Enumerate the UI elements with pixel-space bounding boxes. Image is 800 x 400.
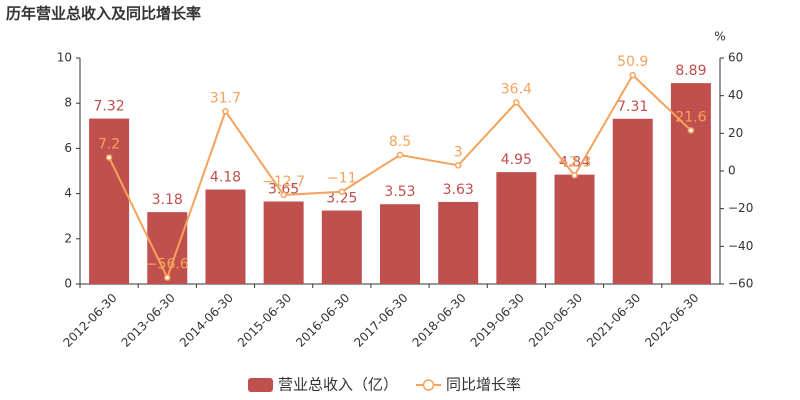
line-point <box>222 108 229 115</box>
x-tick-label: 2016-06-30 <box>293 291 352 350</box>
line-value-label: −2.3 <box>558 154 592 170</box>
line-value-label: 36.4 <box>501 81 532 97</box>
y2-axis-label: % <box>714 30 725 44</box>
x-tick-label: 2017-06-30 <box>351 291 410 350</box>
bar <box>263 201 304 284</box>
y-tick-label: 10 <box>57 51 72 65</box>
line-value-label: −12.7 <box>262 174 305 190</box>
x-tick-label: 2019-06-30 <box>468 291 527 350</box>
y2-tick-label: −20 <box>728 201 753 215</box>
y2-tick-label: −60 <box>728 277 753 291</box>
bar-value-label: 3.25 <box>326 191 357 207</box>
line-point <box>454 162 462 169</box>
line-point <box>571 172 578 179</box>
y-tick-label: 0 <box>64 277 72 291</box>
y2-tick-label: 60 <box>728 51 743 65</box>
line-value-label: 21.6 <box>675 109 706 125</box>
bar-value-label: 4.18 <box>210 170 241 186</box>
bar-value-label: 3.63 <box>443 182 474 198</box>
legend-label: 营业总收入（亿） <box>278 376 398 394</box>
line-point <box>687 127 695 134</box>
bar-value-label: 3.18 <box>152 192 183 208</box>
line-point <box>396 151 404 159</box>
chart-title: 历年营业总收入及同比增长率 <box>6 5 201 23</box>
line-value-label: 7.2 <box>98 136 120 152</box>
line-value-label: 31.7 <box>210 90 241 106</box>
line-point <box>105 154 113 161</box>
bar-value-label: 8.89 <box>675 63 706 79</box>
bar-value-label: 7.31 <box>617 99 648 115</box>
x-tick-label: 2018-06-30 <box>410 291 469 350</box>
bar-value-label: 7.32 <box>94 99 125 115</box>
line-value-label: −11 <box>327 171 357 187</box>
legend-swatch <box>422 379 435 391</box>
legend-label: 同比增长率 <box>446 376 521 394</box>
y2-tick-label: 0 <box>728 164 736 178</box>
bar <box>380 204 420 284</box>
x-tick-label: 2014-06-30 <box>177 291 236 350</box>
bar <box>554 174 595 284</box>
y-tick-label: 2 <box>64 231 72 245</box>
x-tick-label: 2015-06-30 <box>235 291 294 350</box>
x-tick-label: 2013-06-30 <box>119 291 178 350</box>
line-point <box>164 274 171 281</box>
bar <box>496 172 537 284</box>
bar-value-label: 3.53 <box>384 184 415 200</box>
x-tick-label: 2020-06-30 <box>526 291 585 350</box>
bar <box>612 118 653 284</box>
bar <box>321 210 362 284</box>
y2-tick-label: 40 <box>728 88 743 102</box>
line-value-label: 8.5 <box>389 134 411 150</box>
y2-tick-label: 20 <box>728 126 743 140</box>
line-value-label: 50.9 <box>617 54 648 70</box>
bar <box>89 118 130 285</box>
bar <box>438 201 479 284</box>
x-tick-label: 2021-06-30 <box>584 291 643 350</box>
x-tick-label: 2022-06-30 <box>642 291 701 350</box>
y-tick-label: 6 <box>64 141 72 155</box>
legend-swatch <box>248 378 273 392</box>
y-tick-label: 8 <box>64 96 72 110</box>
line-point <box>280 191 287 199</box>
line-point <box>338 188 346 195</box>
line-point <box>629 71 636 79</box>
y-tick-label: 4 <box>64 186 72 200</box>
line-value-label: −56.6 <box>146 257 189 273</box>
bar-value-label: 4.95 <box>501 152 532 168</box>
line-value-label: 3 <box>454 144 463 160</box>
line-point <box>513 99 520 106</box>
x-tick-label: 2012-06-30 <box>60 291 119 350</box>
bar <box>205 189 246 284</box>
y2-tick-label: −40 <box>728 239 753 253</box>
